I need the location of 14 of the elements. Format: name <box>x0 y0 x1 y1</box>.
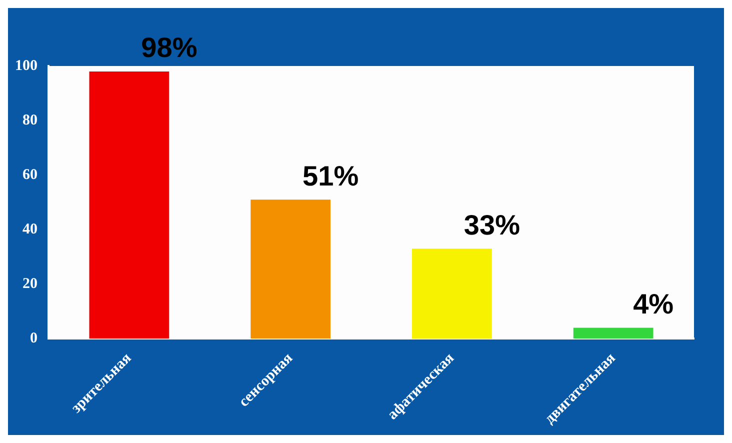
y-tick-label: 40 <box>22 221 38 238</box>
data-label: 33% <box>464 209 520 240</box>
data-label: 98% <box>141 32 198 64</box>
bar <box>250 200 331 339</box>
data-label: 51% <box>302 160 359 192</box>
bar <box>412 248 492 339</box>
bar <box>573 328 654 339</box>
y-tick-label: 100 <box>15 58 38 74</box>
bar <box>89 71 170 339</box>
y-tick-label: 80 <box>22 112 38 128</box>
y-tick-label: 60 <box>22 166 38 183</box>
y-tick-label: 0 <box>30 330 38 346</box>
y-tick-label: 20 <box>22 276 38 292</box>
data-label: 4% <box>633 288 674 320</box>
